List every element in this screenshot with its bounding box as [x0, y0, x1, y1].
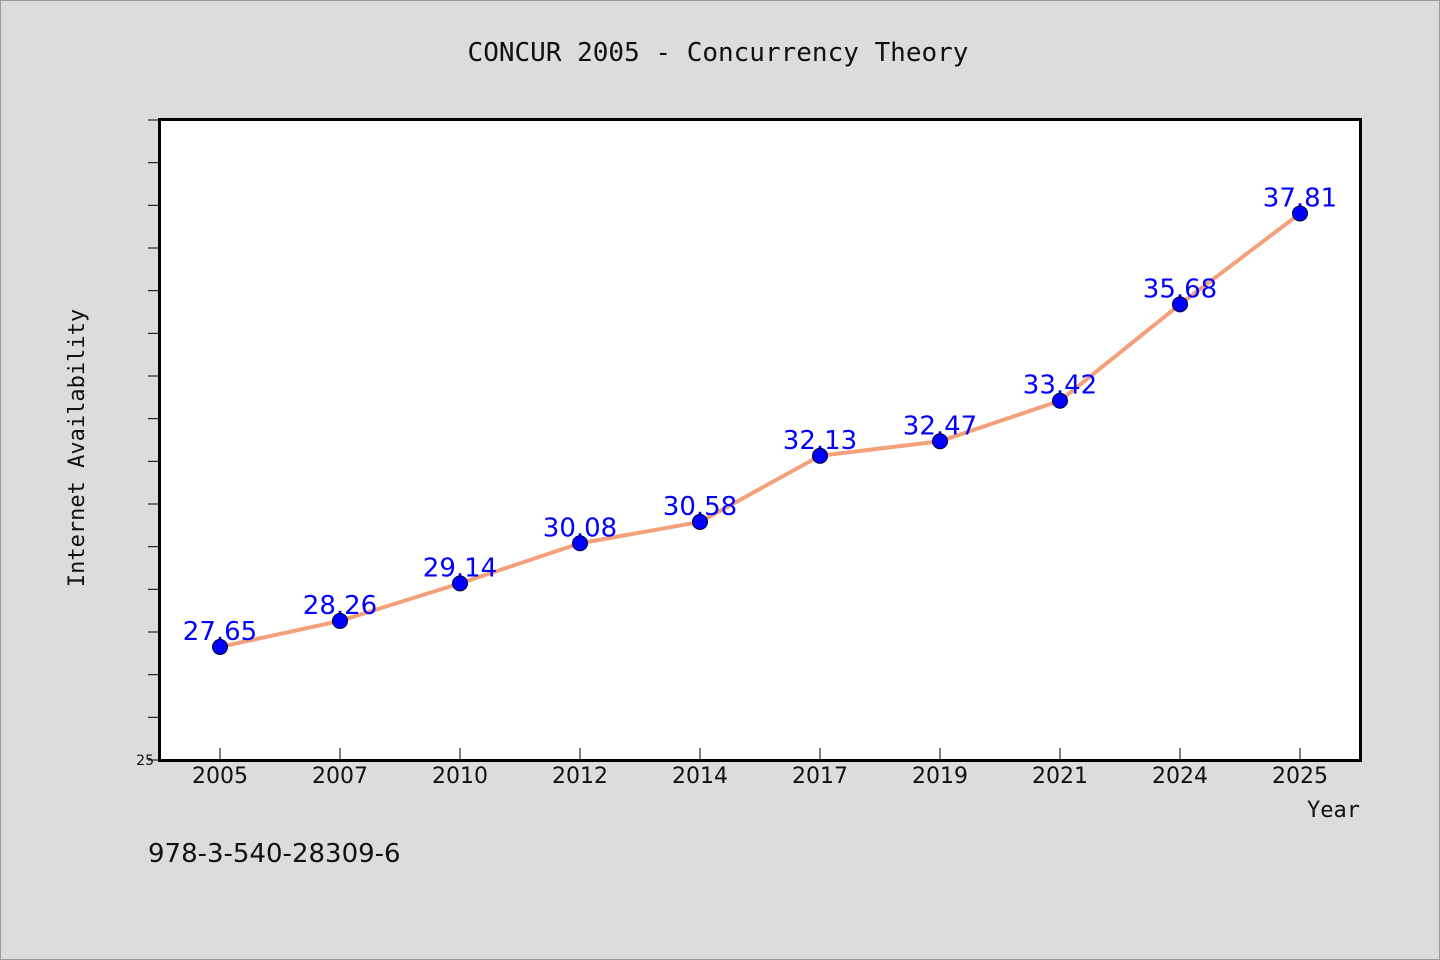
x-tick-label: 2007 [312, 764, 368, 789]
x-axis-label: Year [1307, 798, 1360, 823]
x-tick-label: 2010 [432, 764, 488, 789]
data-point [1052, 392, 1068, 409]
data-point [452, 575, 468, 592]
chart-title: CONCUR 2005 - Concurrency Theory [468, 38, 969, 68]
y-axis-label: Internet Availability [65, 309, 90, 587]
x-tick-label: 2025 [1272, 764, 1328, 789]
data-point [1292, 205, 1308, 222]
x-tick-label: 2012 [552, 764, 608, 789]
data-point [692, 513, 708, 530]
data-point [812, 447, 828, 464]
x-tick-label: 2021 [1032, 764, 1088, 789]
plot-area [158, 118, 1362, 762]
data-point [332, 612, 348, 629]
x-axis-tick-labels: 2005 2007 2010 2012 2014 2017 2019 2021 2024 2025 [192, 764, 1328, 789]
data-point [1172, 296, 1188, 313]
series-line [218, 211, 1302, 649]
y-tick-label: 25 [136, 753, 154, 769]
y-axis-tick-labels: 25 [136, 753, 154, 769]
data-point [572, 535, 588, 552]
x-axis-ticks [219, 748, 1301, 760]
x-tick-label: 2014 [672, 764, 728, 789]
y-axis-ticks [148, 119, 160, 761]
data-point [212, 638, 228, 655]
x-tick-label: 2024 [1152, 764, 1208, 789]
data-point [932, 433, 948, 450]
x-tick-label: 2017 [792, 764, 848, 789]
x-tick-label: 2005 [192, 764, 248, 789]
x-tick-label: 2019 [912, 764, 968, 789]
data-markers [212, 205, 1308, 655]
footnote-isbn: 978-3-540-28309-6 [148, 839, 401, 869]
